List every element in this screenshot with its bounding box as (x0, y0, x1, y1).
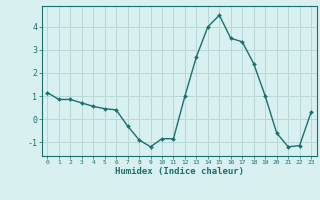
X-axis label: Humidex (Indice chaleur): Humidex (Indice chaleur) (115, 167, 244, 176)
